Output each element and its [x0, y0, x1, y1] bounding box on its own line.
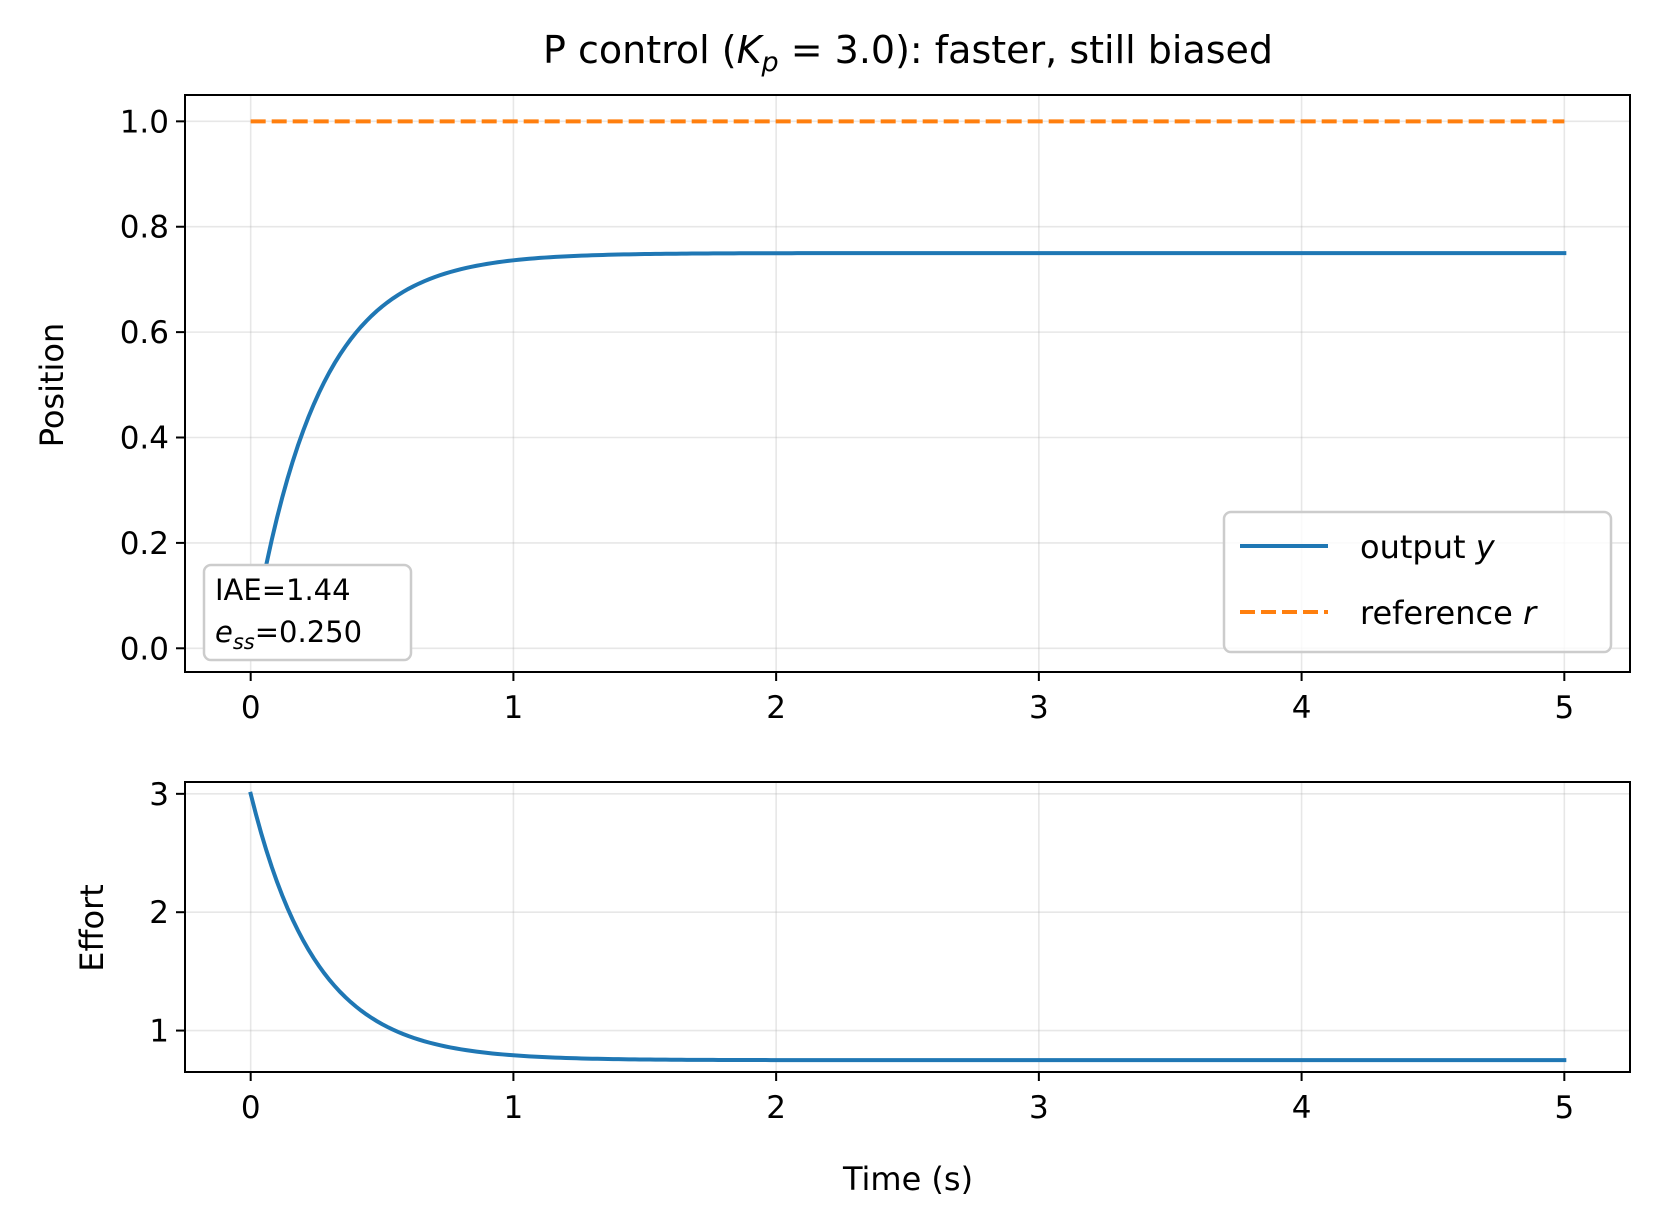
position-xtick-label: 5	[1554, 690, 1574, 726]
position-xtick-label: 1	[504, 690, 524, 726]
effort-axes: 0 1 2 3 4 5 1 2 3 Effort Time (s)	[73, 777, 1631, 1198]
effort-axes-frame	[184, 781, 1631, 1073]
position-ytick-label: 0.0	[120, 631, 169, 667]
chart-title: P control (Kp = 3.0): faster, still bias…	[543, 28, 1273, 78]
effort-xtick-label: 4	[1292, 1090, 1312, 1126]
metrics-iae: IAE=1.44	[215, 573, 351, 607]
position-ytick-label: 0.2	[120, 526, 169, 562]
effort-effort-line	[248, 791, 1567, 1063]
effort-xtick-label: 3	[1029, 1090, 1049, 1126]
metrics-annotation: IAE=1.44 ess=0.250	[202, 563, 413, 662]
position-output-line	[248, 251, 1567, 651]
effort-xtick-label: 0	[241, 1090, 261, 1126]
effort-ytick-label: 3	[149, 777, 169, 813]
legend-output-label: output y	[1360, 528, 1496, 566]
effort-xtick-label: 1	[504, 1090, 524, 1126]
position-axes-frame	[184, 94, 1631, 673]
position-xtick-label: 0	[241, 690, 261, 726]
position-ytick-label: 0.6	[120, 315, 169, 351]
legend-reference-label: reference r	[1360, 594, 1538, 632]
position-ylabel: Position	[33, 323, 71, 448]
effort-grid	[185, 782, 1630, 1072]
position-xtick-label: 4	[1292, 690, 1312, 726]
position-axes: 0 1 2 3 4 5 0.0 0.2 0.4 0.6 0.8 1.0 Position IAE=1.…	[33, 94, 1631, 726]
effort-xtick-label: 5	[1554, 1090, 1574, 1126]
position-ytick-label: 1.0	[120, 104, 169, 140]
position-ytick-label: 0.4	[120, 421, 169, 457]
effort-xtick-label: 2	[766, 1090, 786, 1126]
effort-xlabel: Time (s)	[842, 1160, 973, 1198]
effort-ylabel: Effort	[73, 884, 111, 972]
legend: output y reference r	[1222, 510, 1613, 654]
effort-series	[248, 791, 1567, 1063]
effort-ytick-label: 2	[149, 895, 169, 931]
metrics-annotation-box	[202, 563, 413, 662]
effort-ticks: 0 1 2 3 4 5 1 2 3	[149, 777, 1574, 1126]
effort-ytick-label: 1	[149, 1014, 169, 1050]
position-xtick-label: 3	[1029, 690, 1049, 726]
metrics-ess: ess=0.250	[215, 615, 362, 654]
position-series	[248, 119, 1567, 651]
position-xtick-label: 2	[766, 690, 786, 726]
position-ytick-label: 0.8	[120, 210, 169, 246]
position-ticks: 0 1 2 3 4 5 0.0 0.2 0.4 0.6 0.8 1.0	[120, 104, 1574, 726]
